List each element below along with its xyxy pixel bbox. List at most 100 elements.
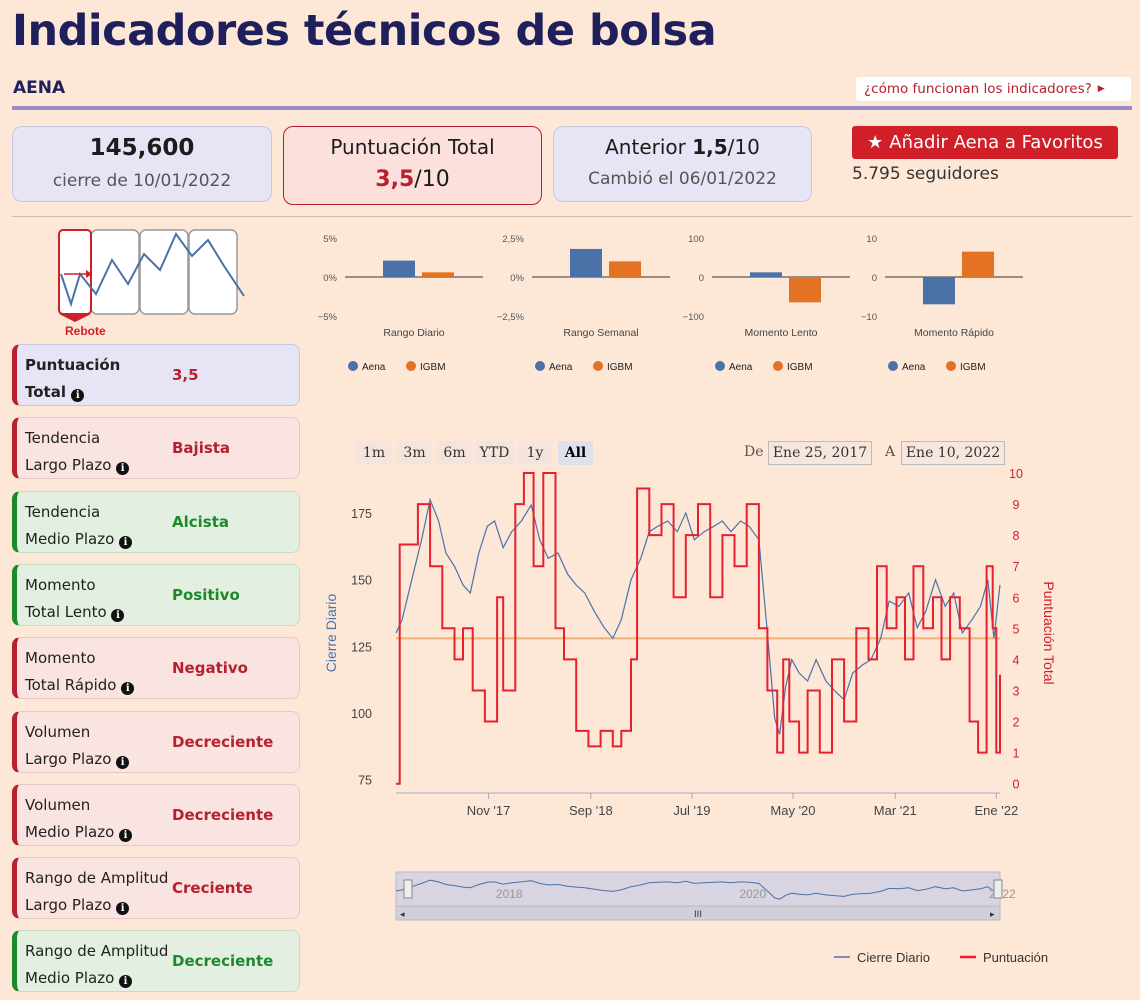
info-icon[interactable]: i (71, 389, 85, 402)
indicator-card[interactable]: Momento Total Lento i Positivo (12, 563, 300, 626)
previous-score-max: /10 (727, 135, 760, 159)
info-icon[interactable]: i (116, 755, 130, 769)
indicator-line1: Tendencia (25, 502, 101, 521)
range-button-1m[interactable]: 1m (356, 441, 392, 465)
mini-bar-aena (570, 248, 602, 277)
rebound-pattern-icon: Rebote (58, 229, 245, 338)
mini-chart-title: Momento Lento (745, 327, 818, 339)
previous-change-date: Cambió el 06/01/2022 (588, 169, 777, 189)
range-button-ytd[interactable]: YTD (476, 441, 513, 465)
info-icon[interactable]: i (119, 828, 133, 842)
from-date-label: De (744, 444, 764, 460)
indicator-name: Volumen Largo Plazo i (25, 719, 130, 773)
indicator-card[interactable]: Tendencia Medio Plazo i Alcista (12, 490, 300, 553)
x-tick-label: Nov '17 (467, 803, 511, 818)
indicator-line2: Largo Plazo (25, 456, 112, 475)
range-button-all[interactable]: All (558, 441, 593, 465)
scroll-right-icon: ▸ (990, 910, 995, 920)
indicator-name: Momento Total Rápido i (25, 645, 135, 699)
info-icon[interactable]: i (119, 975, 133, 989)
indicator-value: Decreciente (172, 805, 274, 824)
info-icon[interactable]: i (111, 608, 125, 622)
star-icon: ★ (867, 132, 884, 153)
indicator-card[interactable]: Volumen Largo Plazo i Decreciente (12, 710, 300, 773)
indicator-line2: Largo Plazo (25, 749, 112, 768)
mini-bar-aena (750, 272, 782, 277)
indicator-value: Decreciente (172, 952, 274, 971)
mini-legend-label: IGBM (420, 362, 446, 373)
left-tick-label: 75 (358, 774, 372, 788)
indicator-card[interactable]: Tendencia Largo Plazo i Bajista (12, 417, 300, 480)
page-title: Indicadores técnicos de bolsa (12, 6, 717, 56)
info-icon[interactable]: i (116, 462, 130, 476)
how-indicators-link[interactable]: ¿cómo funcionan los indicadores? ▶ (856, 77, 1131, 101)
indicator-value: Alcista (172, 512, 230, 531)
x-tick-label: Ene '22 (975, 803, 1019, 818)
left-tick-label: 125 (351, 640, 372, 654)
mini-bar-igbm (422, 272, 454, 277)
indicator-line1: Momento (25, 649, 96, 668)
mini-ytick-label: 0 (872, 273, 877, 284)
total-score-card: Puntuación Total 3,5/10 (283, 126, 542, 205)
mini-legend-label: IGBM (607, 362, 633, 373)
mini-ytick-label: 0% (510, 273, 524, 284)
mini-ytick-label: −2,5% (497, 312, 525, 323)
previous-score: Anterior 1,5/10 (554, 135, 811, 159)
close-series-line (395, 497, 1001, 735)
mini-chart-3: 10 0 −10 Momento Rápido Aena IGBM (861, 234, 1023, 373)
x-tick-label: Sep '18 (569, 803, 613, 818)
range-button-6m[interactable]: 6m (437, 441, 472, 465)
mini-chart-title: Momento Rápido (914, 327, 994, 339)
mini-ytick-label: 10 (866, 234, 877, 245)
to-date-input[interactable] (901, 441, 1005, 465)
legend-marker (406, 361, 416, 371)
navigator-year: 2022 (989, 887, 1016, 901)
mini-legend-label: IGBM (787, 362, 813, 373)
legend-marker (946, 361, 956, 371)
mini-chart-title: Rango Diario (383, 327, 444, 339)
main-line-chart[interactable]: 75 100 125 150 175 0 1 2 3 4 5 6 7 8 9 10 Nov '17 Sep '18… (310, 460, 1070, 990)
indicator-card[interactable]: Puntuación Total i 3,5 (12, 344, 300, 406)
legend-score-label: Puntuación (983, 950, 1048, 965)
indicator-card[interactable]: Volumen Medio Plazo i Decreciente (12, 783, 300, 846)
indicator-line2: Medio Plazo (25, 969, 115, 988)
add-favorites-button[interactable]: ★ Añadir Aena a Favoritos (852, 126, 1118, 159)
grip-icon: III (694, 910, 702, 920)
mini-chart-0: 5% 0% −5% Rango Diario Aena IGBM (318, 234, 483, 373)
indicator-card[interactable]: Rango de Amplitud Largo Plazo i Creciente (12, 857, 300, 920)
previous-score-card: Anterior 1,5/10 Cambió el 06/01/2022 (553, 126, 812, 202)
right-tick-label: 4 (1013, 653, 1020, 667)
from-date-input[interactable] (768, 441, 872, 465)
left-tick-label: 175 (351, 507, 372, 521)
pattern-label: Rebote (65, 324, 106, 338)
info-icon[interactable]: i (119, 535, 133, 549)
legend-marker (715, 361, 725, 371)
indicator-card[interactable]: Momento Total Rápido i Negativo (12, 637, 300, 700)
navigator-window (395, 871, 1001, 911)
right-tick-label: 3 (1013, 684, 1020, 698)
close-date: cierre de 10/01/2022 (52, 171, 232, 191)
how-link-label: ¿cómo funcionan los indicadores? (864, 81, 1092, 97)
right-tick-label: 9 (1013, 498, 1020, 512)
indicator-name: Puntuación Total i (25, 352, 120, 406)
indicator-line2: Medio Plazo (25, 822, 115, 841)
mini-bar-igbm (609, 261, 641, 277)
indicator-line1: Momento (25, 575, 96, 594)
right-axis-title: Puntuación Total (1041, 581, 1057, 684)
info-icon[interactable]: i (121, 682, 135, 696)
legend-close-label: Cierre Diario (857, 950, 930, 965)
navigator-series (395, 879, 1001, 900)
legend-marker (348, 361, 358, 371)
mini-bar-igbm (789, 277, 821, 303)
right-tick-label: 1 (1013, 747, 1020, 761)
right-tick-label: 5 (1013, 622, 1020, 636)
indicator-value: 3,5 (172, 366, 199, 384)
indicator-card[interactable]: Rango de Amplitud Medio Plazo i Decrecient… (12, 930, 300, 993)
info-icon[interactable]: i (116, 902, 130, 916)
range-button-1y[interactable]: 1y (518, 441, 552, 465)
close-price: 145,600 (89, 135, 195, 161)
range-button-3m[interactable]: 3m (397, 441, 432, 465)
indicator-line1: Rango de Amplitud (25, 869, 169, 888)
indicator-value: Bajista (172, 439, 231, 458)
indicator-line1: Volumen (25, 795, 91, 814)
